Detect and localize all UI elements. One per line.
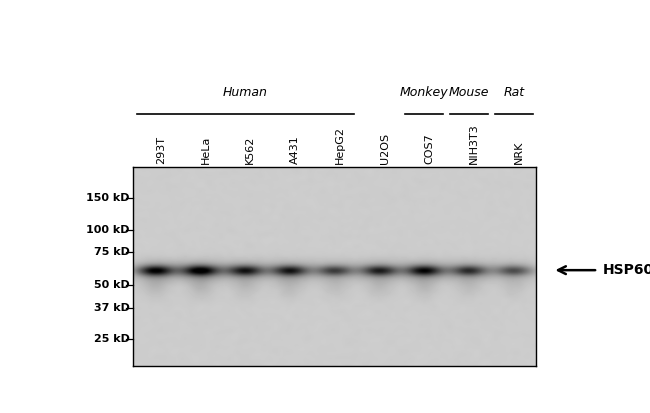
Text: COS7: COS7 (424, 133, 434, 164)
Text: 75 kD: 75 kD (94, 247, 130, 257)
Text: NIH3T3: NIH3T3 (469, 123, 479, 164)
Text: K562: K562 (245, 135, 255, 164)
Text: NRK: NRK (514, 140, 524, 164)
Text: 50 kD: 50 kD (94, 280, 130, 290)
Text: Rat: Rat (503, 86, 525, 99)
Text: 25 kD: 25 kD (94, 335, 130, 344)
Text: 293T: 293T (155, 136, 166, 164)
Text: Monkey: Monkey (400, 86, 448, 99)
Text: HepG2: HepG2 (335, 126, 344, 164)
Text: HeLa: HeLa (200, 135, 211, 164)
Text: Human: Human (223, 86, 268, 99)
Text: 150 kD: 150 kD (86, 192, 130, 203)
Text: U2OS: U2OS (380, 133, 389, 164)
Text: 100 kD: 100 kD (86, 225, 130, 235)
Text: 37 kD: 37 kD (94, 304, 130, 313)
Text: HSP60: HSP60 (603, 263, 650, 277)
Text: A431: A431 (290, 135, 300, 164)
Text: Mouse: Mouse (449, 86, 489, 99)
